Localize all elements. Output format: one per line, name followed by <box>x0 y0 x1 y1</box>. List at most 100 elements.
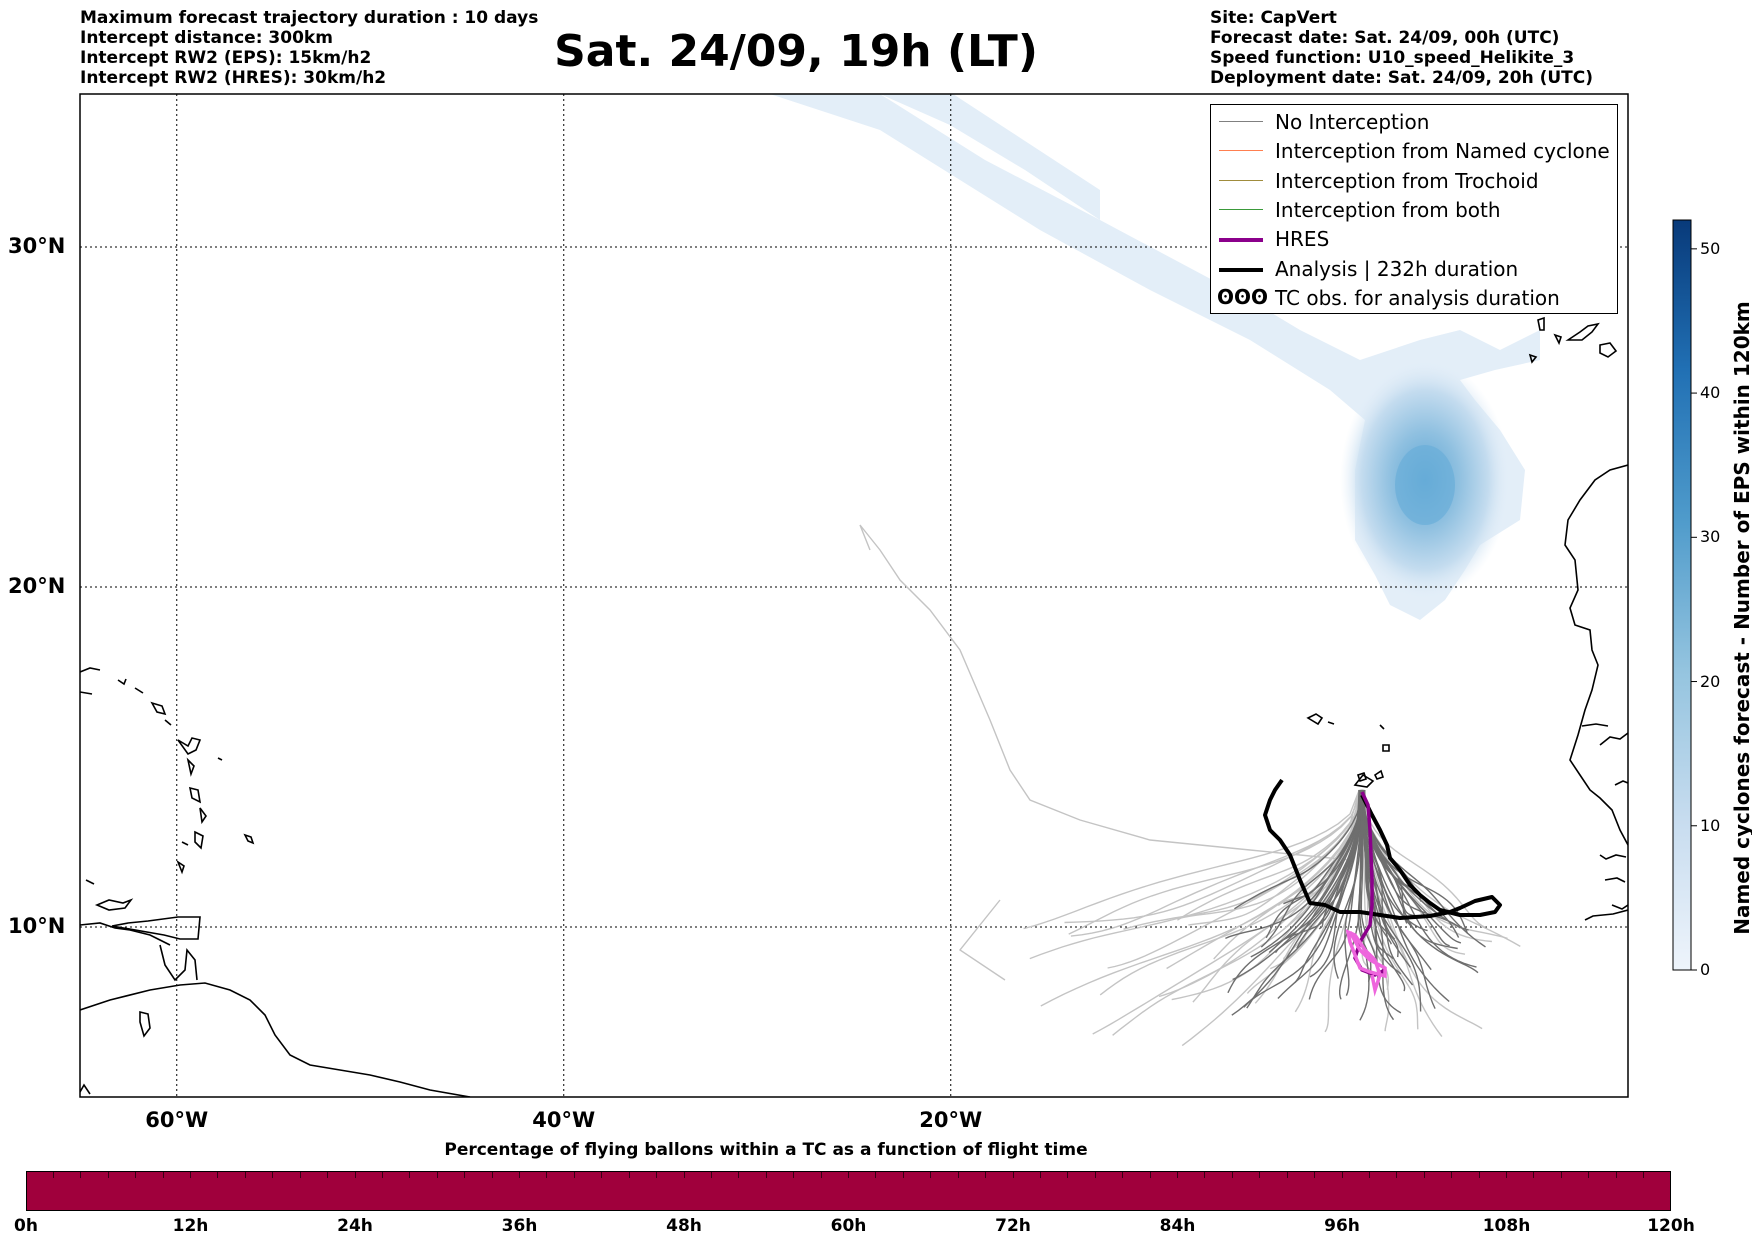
flight-time-tick-label: 72h <box>995 1216 1031 1236</box>
flight-time-bar-tick <box>1149 1172 1151 1178</box>
flight-time-bar-tick <box>1423 1172 1425 1178</box>
flight-time-bar-tick <box>1094 1172 1096 1178</box>
flight-time-bar-tick <box>793 1172 795 1178</box>
header-left: Maximum forecast trajectory duration : 1… <box>80 8 538 88</box>
flight-time-bar-tick <box>1643 1172 1645 1178</box>
flight-time-bar-tick <box>546 1172 548 1178</box>
hres-loop <box>1345 929 1387 997</box>
light-trajectory <box>1166 789 1361 970</box>
flight-time-bar-tick <box>162 1172 164 1178</box>
flight-time-bar-tick <box>573 1172 575 1178</box>
colorbar-label: Named cyclones forecast - Number of EPS … <box>1730 301 1752 935</box>
no-interception-trajectory <box>1243 789 1362 1008</box>
no-interception-trajectory <box>1283 789 1363 905</box>
flight-time-bar-tick <box>848 1172 849 1178</box>
flight-time-bar-tick <box>1451 1172 1453 1178</box>
flight-time-bar-tick <box>683 1172 685 1178</box>
lat-tick-label: 30°N <box>8 234 66 258</box>
legend-line-swatch <box>1219 208 1263 210</box>
no-interception-trajectory <box>1225 789 1362 940</box>
legend-entry: Interception from both <box>1211 195 1617 224</box>
no-interception-trajectory <box>1232 789 1365 981</box>
no-interception-trajectory <box>1274 789 1366 954</box>
legend-entry: ʘʘʘ TC obs. for analysis duration <box>1211 283 1617 312</box>
tc-obs-symbol-icon: ʘʘʘ <box>1217 284 1269 309</box>
header-right-line: Site: CapVert <box>1210 8 1337 28</box>
flight-time-bar-tick <box>217 1172 219 1178</box>
light-trajectory <box>1064 789 1363 924</box>
lon-tick-label: 60°W <box>145 1108 209 1132</box>
flight-time-bar-tick <box>820 1172 822 1178</box>
header-left-line: Intercept distance: 300km <box>80 28 333 48</box>
no-interception-trajectory <box>1360 789 1461 929</box>
lat-tick-label: 20°N <box>8 574 66 598</box>
header-left-line: Intercept RW2 (EPS): 15km/h2 <box>80 48 372 68</box>
flight-time-tick-label: 84h <box>1159 1216 1196 1236</box>
no-interception-trajectory <box>1231 789 1361 1016</box>
flight-time-tick-label: 48h <box>666 1216 702 1236</box>
light-trajectory <box>1112 789 1362 1036</box>
flight-time-bar-tick <box>1204 1172 1206 1178</box>
header-right: Site: CapVert Forecast date: Sat. 24/09,… <box>1210 8 1593 88</box>
no-interception-trajectory <box>1362 789 1399 958</box>
legend-label: No Interception <box>1275 110 1430 134</box>
flight-time-tick-label: 96h <box>1324 1216 1360 1236</box>
flight-time-bar-tick <box>436 1172 438 1178</box>
no-interception-trajectory <box>1250 789 1360 958</box>
light-trajectory <box>1359 789 1492 943</box>
light-trajectory <box>1363 789 1508 940</box>
light-trajectory <box>1040 789 1364 1007</box>
legend-entry: No Interception <box>1211 107 1617 136</box>
header-left-line: Intercept RW2 (HRES): 30km/h2 <box>80 68 387 88</box>
flight-time-bar-tick <box>1039 1172 1041 1178</box>
flight-time-tick-label: 108h <box>1482 1216 1531 1236</box>
colorbar-ticks <box>1691 248 1697 971</box>
colorbar-tick-label: 20 <box>1700 671 1721 691</box>
flight-time-bar-tick <box>1396 1172 1398 1178</box>
light-trajectory <box>1178 789 1364 920</box>
legend-label: Interception from both <box>1275 197 1501 222</box>
flight-time-bar-tick <box>1012 1172 1014 1178</box>
flight-time-bar-tick <box>1122 1172 1124 1178</box>
flight-time-bar <box>26 1171 1671 1211</box>
legend: No Interception Interception from Named c… <box>1210 104 1618 314</box>
flight-time-bar-tick <box>765 1172 767 1178</box>
flight-time-bar-tick <box>738 1172 740 1178</box>
legend-label: Analysis | 232h duration <box>1275 256 1519 281</box>
flight-time-bar-tick <box>957 1172 959 1178</box>
no-interception-trajectory <box>1246 789 1364 1009</box>
colorbar-tick-label: 0 <box>1700 960 1711 979</box>
light-trajectory <box>1362 789 1483 1030</box>
flight-time-bar-tick <box>1177 1172 1178 1178</box>
no-interception-trajectory <box>1361 789 1477 968</box>
flight-time-tick-label: 24h <box>337 1216 373 1236</box>
light-trajectory <box>1213 789 1364 960</box>
light-trajectory <box>1099 789 1364 996</box>
legend-label: Interception from Trochoid <box>1275 168 1539 193</box>
map-title: Sat. 24/09, 19h (LT) <box>554 26 1038 77</box>
header-right-line: Speed function: U10_speed_Helikite_3 <box>1210 48 1575 68</box>
eps-density-field <box>770 94 1100 220</box>
flight-time-bar-tick <box>327 1172 329 1178</box>
flight-time-bar-tick <box>1588 1172 1590 1178</box>
flight-time-bar-tick <box>381 1172 383 1178</box>
light-trajectory <box>1246 789 1361 994</box>
flight-time-bar-tick <box>601 1172 603 1178</box>
no-interception-trajectory <box>1234 789 1364 910</box>
flight-time-bar-tick <box>930 1172 932 1178</box>
flight-time-bar-tick <box>299 1172 301 1178</box>
legend-entry: Interception from Trochoid <box>1211 166 1617 195</box>
colorbar-tick-label: 30 <box>1700 527 1721 547</box>
legend-label: TC obs. for analysis duration <box>1275 285 1560 310</box>
flight-time-bar-tick <box>1478 1172 1480 1178</box>
flight-time-bar-tick <box>491 1172 493 1178</box>
flight-time-tick-label: 36h <box>501 1216 538 1236</box>
flight-time-bar-tick <box>409 1172 411 1178</box>
analysis-track <box>1263 778 1502 920</box>
flight-time-bar-tick <box>107 1172 109 1178</box>
no-interception-trajectory <box>1333 789 1365 979</box>
no-interception-trajectory <box>1358 789 1486 948</box>
eps-density-peak <box>1395 445 1455 525</box>
light-trajectory <box>859 524 1351 981</box>
